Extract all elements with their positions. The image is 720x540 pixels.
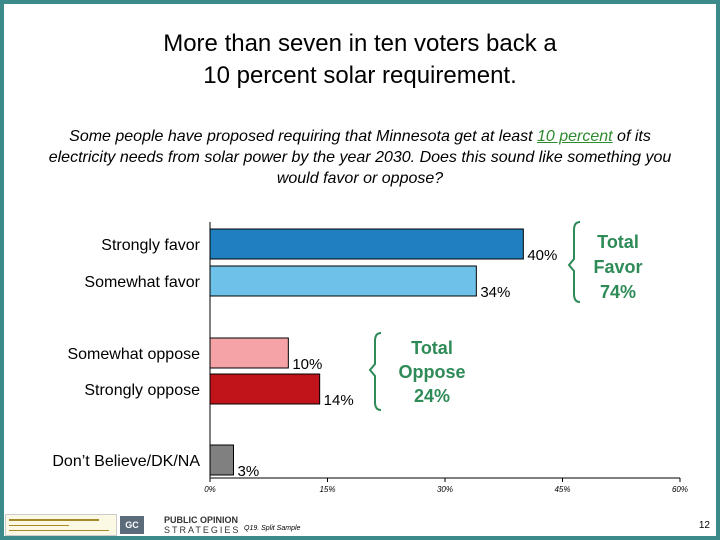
group-bracket-1 <box>368 332 382 411</box>
public-opinion-strategies-logo: GC PUBLIC OPINION STRATEGIES <box>120 515 255 535</box>
category-label-0: Strongly favor <box>101 237 200 254</box>
partner-logo <box>5 514 117 536</box>
x-tick-label-2: 30% <box>437 485 453 494</box>
footnote: Q19. Split Sample <box>244 525 301 532</box>
question-part-1: Some people have proposed requiring that… <box>69 128 537 145</box>
question-part-2: of its electricity needs from solar powe… <box>48 128 672 187</box>
group-label-1-2: 24% <box>414 386 450 406</box>
bar-0 <box>209 228 524 260</box>
x-tick-label-3: 45% <box>554 485 570 494</box>
question-text: Some people have proposed requiring that… <box>40 126 680 189</box>
x-ticks-group: 0% 15% 30% 45% 60% <box>204 478 688 494</box>
title-line-2: 10 percent solar requirement. <box>203 62 517 89</box>
x-tick-label-1: 15% <box>319 485 335 494</box>
value-label-3: 14% <box>324 392 354 409</box>
group-label-0-2: 74% <box>600 282 636 302</box>
x-tick-label-4: 60% <box>672 485 688 494</box>
value-label-1: 34% <box>480 284 510 301</box>
group-label-0-1: Favor <box>593 257 642 277</box>
x-tick-label-0: 0% <box>204 485 216 494</box>
bar-4 <box>209 444 234 476</box>
group-label-1-1: Oppose <box>398 362 465 382</box>
category-label-2: Somewhat oppose <box>67 346 200 363</box>
logo-text-1: PUBLIC OPINION <box>164 515 239 525</box>
category-label-1: Somewhat favor <box>84 274 200 291</box>
logo-text-2: STRATEGIES <box>164 525 241 535</box>
logo-mark: GC <box>120 516 144 534</box>
bar-1 <box>209 265 477 297</box>
value-label-4: 3% <box>238 463 260 480</box>
page-number: 12 <box>698 520 710 531</box>
slide-title: More than seven in ten voters back a 10 … <box>0 28 720 92</box>
value-label-2: 10% <box>292 356 322 373</box>
group-bracket-0 <box>567 221 581 303</box>
category-label-4: Don’t Believe/DK/NA <box>52 453 200 470</box>
group-label-0-0: Total <box>597 232 639 252</box>
group-label-1-0: Total <box>411 338 453 358</box>
value-label-0: 40% <box>527 247 557 264</box>
category-label-3: Strongly oppose <box>84 382 200 399</box>
bar-2 <box>209 337 289 369</box>
title-line-1: More than seven in ten voters back a <box>163 30 557 57</box>
bars-group: Strongly favor 40% Somewhat favor 34% Somewh… <box>52 228 557 480</box>
bar-3 <box>209 373 321 405</box>
question-highlight: 10 percent <box>537 128 613 145</box>
group-brackets: Total Favor 74% Total Oppose 24% <box>368 221 643 411</box>
